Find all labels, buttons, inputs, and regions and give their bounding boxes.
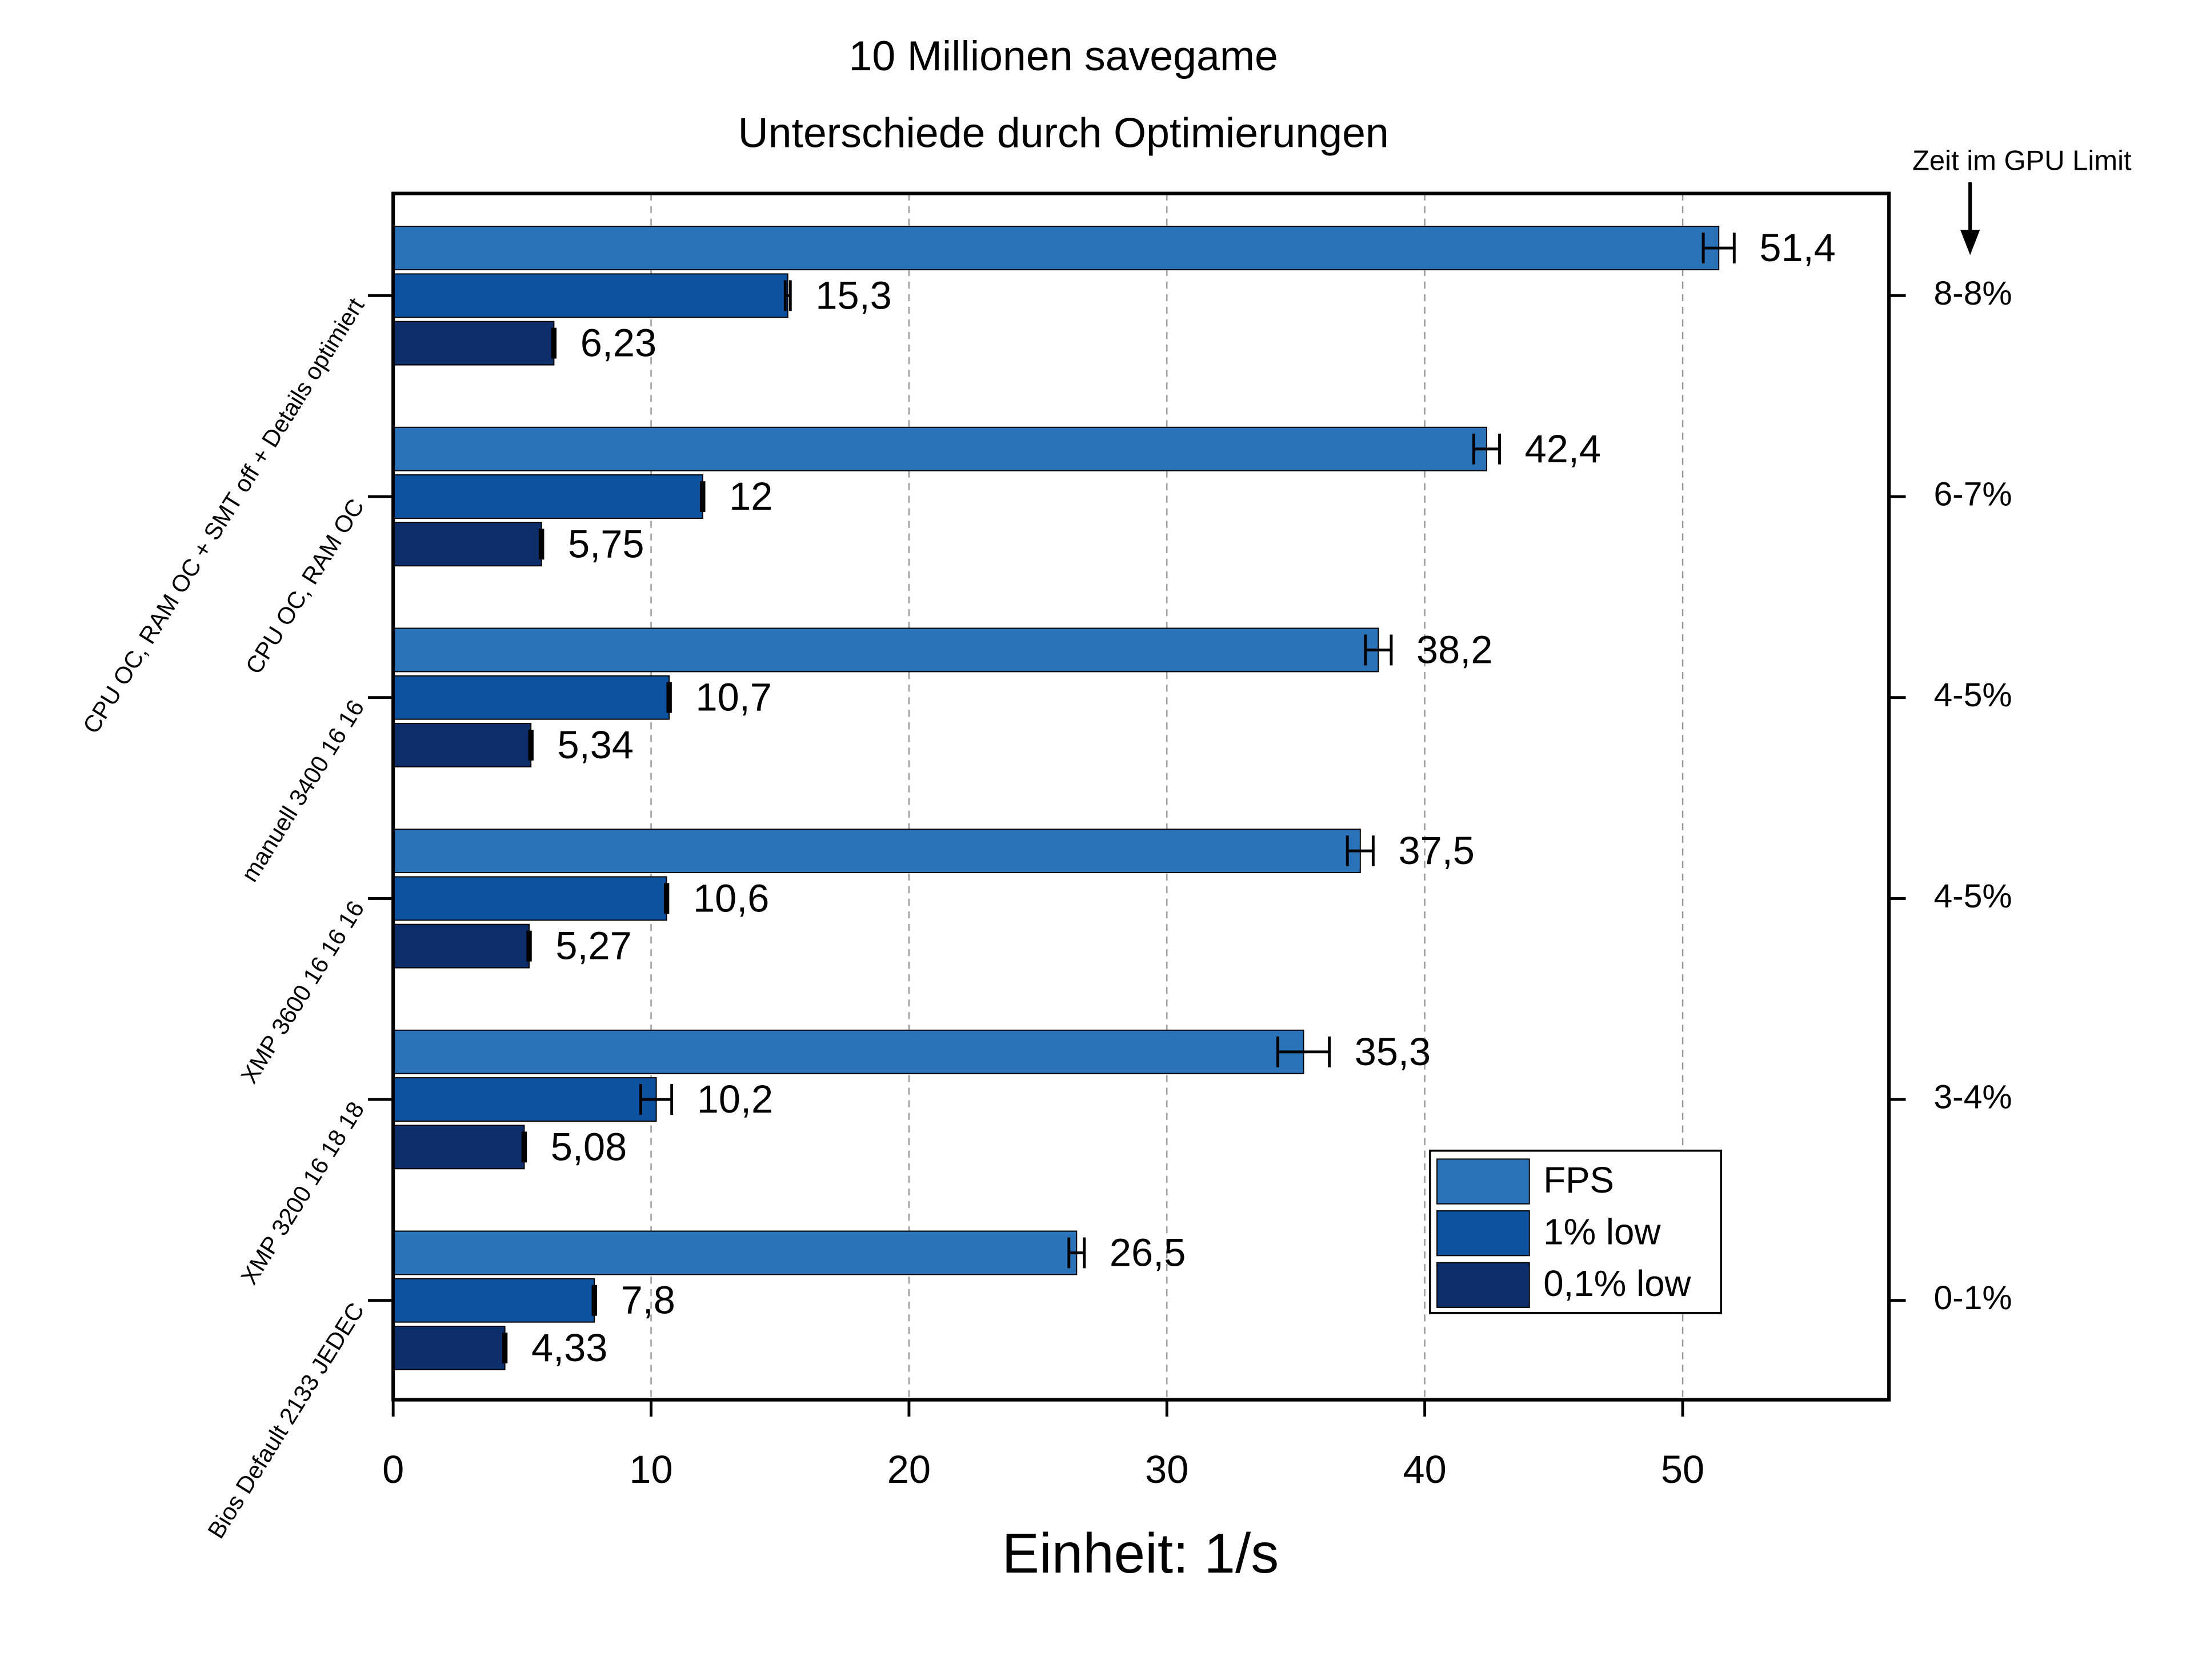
value-label: 37,5 — [1398, 829, 1474, 873]
legend-label: 1% low — [1543, 1211, 1661, 1252]
bar — [393, 226, 1720, 271]
bar — [393, 474, 703, 519]
value-label: 5,75 — [568, 522, 644, 566]
legend-label: 0,1% low — [1543, 1263, 1691, 1304]
arrow-head — [1960, 230, 1980, 255]
error-bar — [1364, 634, 1393, 666]
error-bar — [1067, 1237, 1086, 1269]
value-label: 38,2 — [1416, 627, 1492, 671]
plot-frame — [391, 191, 1891, 1402]
error-bar — [526, 930, 532, 962]
error-bar — [551, 327, 557, 359]
bar — [393, 829, 1361, 874]
bar — [393, 627, 1379, 673]
error-bar — [1701, 233, 1736, 264]
bar — [393, 1077, 657, 1122]
legend-swatch — [1436, 1210, 1530, 1257]
bar — [393, 1125, 525, 1170]
error-bar — [663, 883, 670, 914]
error-bar — [1472, 433, 1501, 465]
bar — [393, 522, 542, 567]
error-bar — [502, 1333, 508, 1363]
value-label: 51,4 — [1759, 226, 1835, 270]
x-tick-label: 40 — [1403, 1447, 1447, 1491]
bar — [393, 876, 667, 921]
bar — [393, 923, 530, 969]
value-label: 5,27 — [555, 924, 631, 968]
error-bar — [538, 529, 545, 560]
bar — [393, 426, 1487, 471]
error-bar — [639, 1084, 674, 1115]
right-label: 0-1% — [1933, 1279, 2012, 1317]
value-label: 4,33 — [531, 1326, 607, 1370]
legend-swatch — [1436, 1262, 1530, 1308]
value-label: 12 — [729, 474, 772, 518]
value-label: 10,6 — [693, 876, 769, 920]
value-label: 5,08 — [551, 1125, 627, 1169]
bar — [393, 321, 555, 366]
x-tick-label: 30 — [1145, 1447, 1188, 1491]
bar — [393, 1326, 506, 1370]
chart-subtitle: Unterschiede durch Optimierungen — [738, 109, 1389, 157]
error-bar — [591, 1285, 597, 1316]
legend-swatch — [1436, 1158, 1530, 1205]
chart-title: 10 Millionen savegame — [849, 32, 1278, 79]
value-label: 6,23 — [580, 321, 656, 365]
bar — [393, 723, 532, 767]
legend-label: FPS — [1543, 1160, 1614, 1201]
value-label: 10,7 — [695, 675, 771, 719]
right-label: 4-5% — [1933, 878, 2012, 915]
bar — [393, 273, 788, 318]
right-axis-title: Zeit im GPU Limit — [1912, 146, 2132, 177]
right-label: 4-5% — [1933, 677, 2012, 714]
bar — [393, 1278, 595, 1323]
bar — [393, 1029, 1304, 1074]
error-bar — [783, 280, 792, 311]
value-label: 35,3 — [1355, 1030, 1431, 1074]
value-label: 5,34 — [558, 723, 634, 767]
right-label: 8-8% — [1933, 275, 2012, 312]
value-label: 15,3 — [815, 273, 891, 317]
x-axis-label: Einheit: 1/s — [1002, 1522, 1279, 1585]
value-label: 26,5 — [1110, 1230, 1186, 1274]
right-label: 6-7% — [1933, 476, 2012, 513]
error-bar — [521, 1131, 527, 1163]
x-tick-label: 20 — [887, 1447, 931, 1491]
value-label: 7,8 — [621, 1278, 675, 1322]
value-label: 10,2 — [697, 1077, 773, 1121]
x-tick-label: 50 — [1661, 1447, 1704, 1491]
bar — [393, 1230, 1078, 1275]
x-tick-label: 10 — [629, 1447, 672, 1491]
bar — [393, 675, 670, 720]
error-bar — [666, 682, 672, 713]
value-label: 42,4 — [1525, 427, 1601, 471]
right-label: 3-4% — [1933, 1079, 2012, 1116]
error-bar — [1276, 1036, 1331, 1067]
error-bar — [1346, 835, 1375, 867]
x-tick-label: 0 — [382, 1447, 404, 1491]
error-bar — [528, 730, 534, 761]
error-bar — [700, 481, 706, 512]
